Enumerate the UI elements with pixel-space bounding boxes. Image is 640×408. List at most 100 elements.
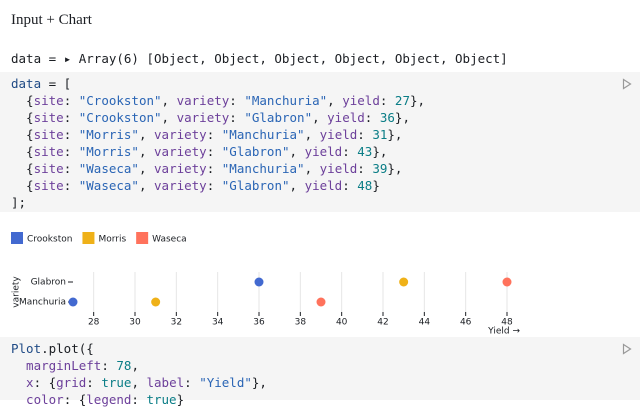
code-line: {site: "Crookston", variety: "Glabron", … xyxy=(11,109,425,126)
x-tick-label: 32 xyxy=(171,318,182,328)
code: data = [ {site: "Crookston", variety: "M… xyxy=(11,75,425,211)
code-token: yield xyxy=(342,93,380,108)
code-token: Array(6) [Object, Object, Object, Object… xyxy=(71,51,508,66)
code-token: }, xyxy=(394,110,410,125)
code-token: 31 xyxy=(372,127,388,142)
code-token: , xyxy=(304,161,320,176)
code-token: yield xyxy=(319,127,358,142)
code-token: , xyxy=(131,375,147,390)
code-line: x: {grid: true, label: "Yield"}, xyxy=(11,374,267,391)
code-token: , xyxy=(304,127,320,142)
legend-swatch xyxy=(136,232,149,244)
code-token: grid xyxy=(56,375,87,390)
code-token: site xyxy=(33,110,64,125)
code-token: : xyxy=(229,93,245,108)
code-token: ]; xyxy=(11,195,27,210)
code-token: = xyxy=(41,51,64,66)
code-token: }, xyxy=(409,93,426,108)
code-token: { xyxy=(11,93,34,108)
code-line: marginLeft: 78, xyxy=(11,357,267,374)
x-tick-label: 34 xyxy=(212,318,224,328)
code-token: }, xyxy=(387,161,403,176)
code-token: "Morris" xyxy=(78,144,139,159)
code-token: { xyxy=(11,178,34,193)
code-token: : { xyxy=(33,375,57,390)
code-token: "Waseca" xyxy=(78,178,139,193)
code-token: : xyxy=(206,161,222,176)
page-title: Input + Chart xyxy=(11,12,92,28)
inspector[interactable]: data = ▸ Array(6) [Object, Object, Objec… xyxy=(11,51,508,66)
code-token: , xyxy=(312,110,328,125)
code-token: "Glabron" xyxy=(221,178,290,193)
code-token: ▸ xyxy=(63,51,72,66)
code-token: : xyxy=(63,127,79,142)
code-token: , xyxy=(138,161,155,176)
x-tick-label: 30 xyxy=(129,318,141,328)
x-tick-label: 36 xyxy=(253,318,265,328)
code-token: site xyxy=(33,127,64,142)
code-cell[interactable]: data = [ {site: "Crookston", variety: "M… xyxy=(0,72,640,212)
code-token: site xyxy=(33,178,64,193)
code-token: : xyxy=(63,161,79,176)
code-token: : xyxy=(206,127,222,142)
code-cell[interactable]: Plot.plot({ marginLeft: 78, x: {grid: tr… xyxy=(0,337,640,407)
code-line: data = [ xyxy=(11,75,425,92)
code-token: , xyxy=(138,127,155,142)
code-token: }, xyxy=(387,127,403,142)
code-token: 39 xyxy=(372,161,388,176)
code-token: "Waseca" xyxy=(78,161,139,176)
code-token: 36 xyxy=(379,110,395,125)
code-token: site xyxy=(33,93,64,108)
code-token: , xyxy=(289,144,305,159)
code-token: { xyxy=(11,144,34,159)
code-line: Plot.plot({ xyxy=(11,340,267,357)
y-tick-label: Glabron xyxy=(31,278,66,288)
code-token: { xyxy=(11,161,34,176)
dot xyxy=(502,277,512,287)
code-token: : xyxy=(63,178,79,193)
code-token: Plot xyxy=(11,341,42,356)
code-token: variety xyxy=(154,161,207,176)
code-line: {site: "Waseca", variety: "Glabron", yie… xyxy=(11,177,425,194)
y-tick-label: Manchuria xyxy=(19,298,66,308)
code-token: : xyxy=(63,93,79,108)
run-button[interactable] xyxy=(622,78,632,90)
code-token: , xyxy=(161,93,177,108)
code-token: , xyxy=(289,178,305,193)
code-token: : xyxy=(342,144,358,159)
code-token: yield xyxy=(327,110,365,125)
code-token: "Morris" xyxy=(78,127,139,142)
code-token: variety xyxy=(154,144,207,159)
run-button[interactable] xyxy=(622,343,632,355)
code-token: 27 xyxy=(394,93,410,108)
x-tick-label: 28 xyxy=(88,318,100,328)
code-token: { xyxy=(11,127,34,142)
code-token: marginLeft xyxy=(11,358,102,373)
code-line: {site: "Morris", variety: "Glabron", yie… xyxy=(11,143,425,160)
code-token: variety xyxy=(176,110,230,125)
code-token: site xyxy=(33,161,64,176)
code-token: variety xyxy=(154,178,207,193)
code-token: yield xyxy=(304,178,343,193)
code-token: }, xyxy=(251,375,267,390)
x-tick-label: 42 xyxy=(377,318,388,328)
legend-label: Morris xyxy=(98,235,126,245)
code-token: : xyxy=(342,178,358,193)
code-token: "Glabron" xyxy=(221,144,290,159)
code-line: {site: "Crookston", variety: "Manchuria"… xyxy=(11,92,425,109)
legend-label: Waseca xyxy=(152,235,187,245)
code-token: "Yield" xyxy=(199,375,252,390)
code-token: variety xyxy=(176,93,230,108)
chart: Crookston Morris Waseca 28 30 32 34 36 38 40 42 44 4… xyxy=(11,232,520,337)
code-token: site xyxy=(33,144,64,159)
code-token: : xyxy=(184,375,200,390)
y-axis-label: variety xyxy=(12,276,22,308)
code-token: variety xyxy=(154,127,207,142)
code-token: true xyxy=(101,375,132,390)
code-token: , xyxy=(131,358,139,373)
code-token: yield xyxy=(319,161,358,176)
dot xyxy=(399,277,409,287)
code-line: {site: "Waseca", variety: "Manchuria", y… xyxy=(11,160,425,177)
